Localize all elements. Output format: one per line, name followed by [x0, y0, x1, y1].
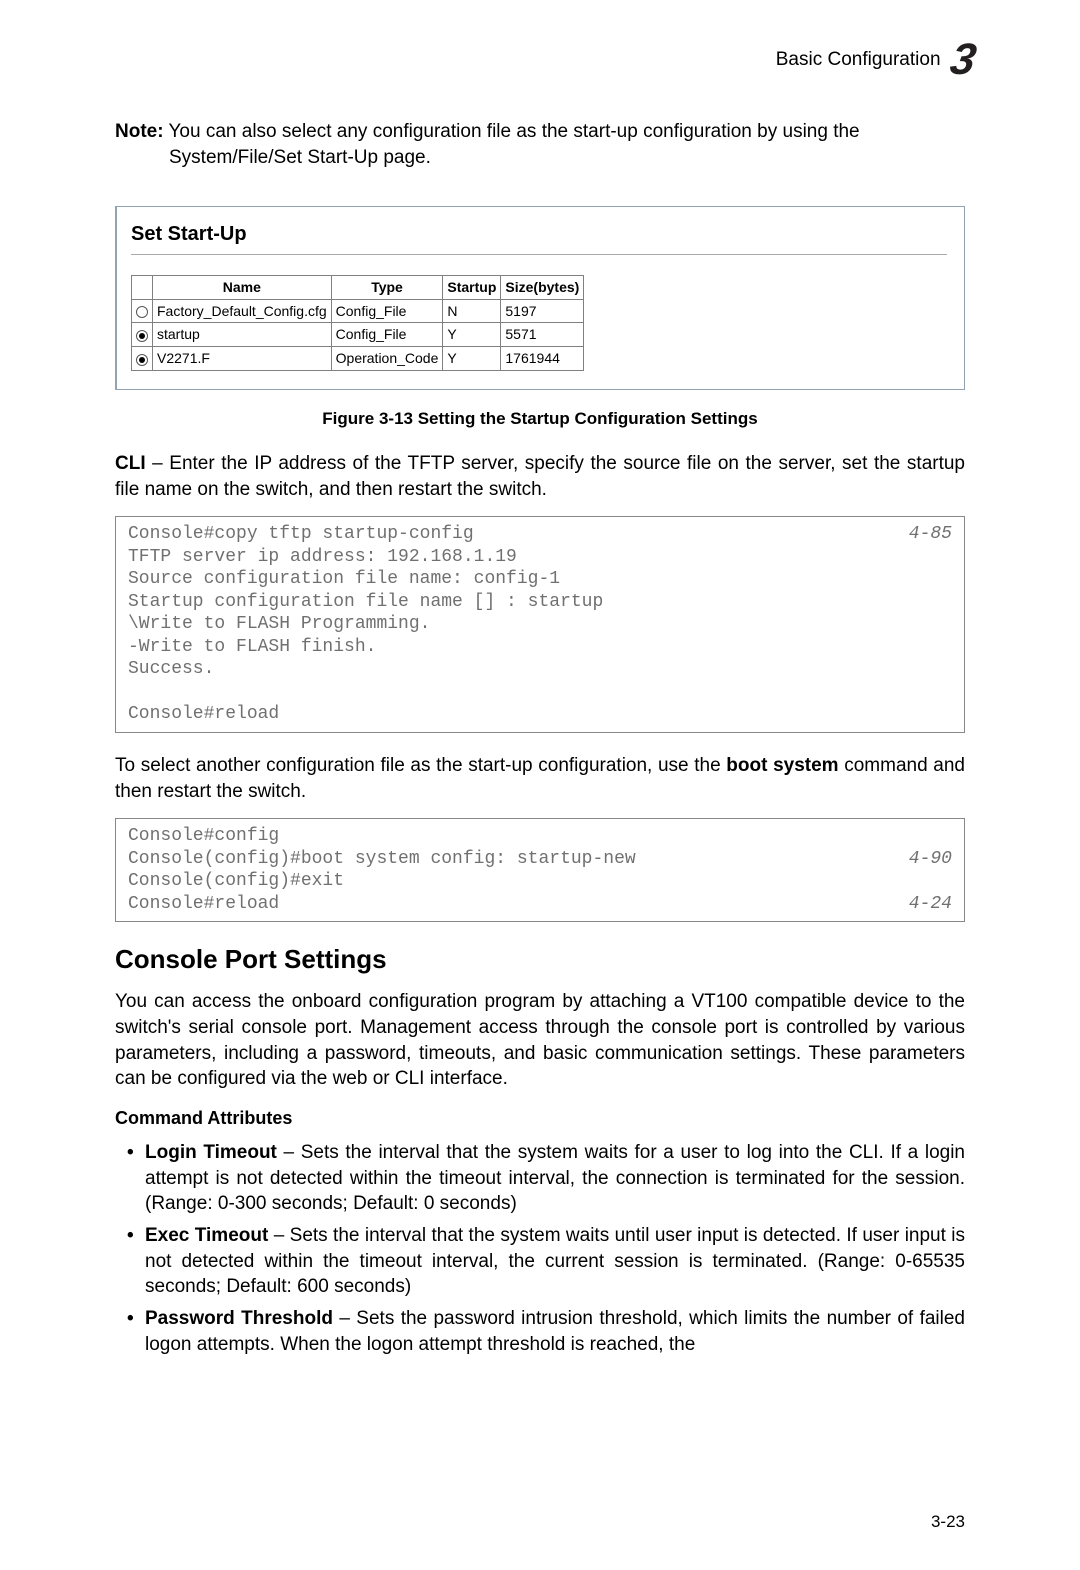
radio-cell[interactable] [132, 323, 153, 347]
cli-text: TFTP server ip address: 192.168.1.19 [128, 546, 517, 569]
startup-table: Name Type Startup Size(bytes) Factory_De… [131, 275, 584, 372]
cli-ref: 4-90 [909, 848, 952, 871]
cli-ref: 4-24 [909, 893, 952, 916]
col-startup: Startup [443, 275, 501, 299]
cli-line: -Write to FLASH finish. [128, 636, 952, 659]
bullet-text: – Sets the interval that the system wait… [145, 1225, 965, 1297]
cli-text: Startup configuration file name [] : sta… [128, 591, 603, 614]
note-paragraph: Note: You can also select any configurat… [115, 119, 965, 170]
para2-pre: To select another configuration file as … [115, 755, 726, 776]
cli-text: Console#reload [128, 703, 279, 726]
cell-size: 5197 [501, 299, 584, 323]
cli-text: Console#copy tftp startup-config [128, 523, 474, 546]
bullet-term: Exec Timeout [145, 1225, 268, 1246]
cli-text: Console#config [128, 825, 279, 848]
note-label: Note: [115, 121, 164, 142]
page-number: 3-23 [931, 1511, 965, 1534]
cli-line: \Write to FLASH Programming. [128, 613, 952, 636]
cli-label: CLI [115, 453, 146, 474]
cli-text: -Write to FLASH finish. [128, 636, 376, 659]
bullet-term: Login Timeout [145, 1142, 277, 1163]
cli-line: Console#reload 4-24 [128, 893, 952, 916]
header-text: Basic Configuration [776, 47, 941, 73]
set-startup-title: Set Start-Up [131, 221, 964, 248]
chapter-badge: 3 [945, 30, 980, 89]
cli-text: \Write to FLASH Programming. [128, 613, 430, 636]
radio-cell[interactable] [132, 299, 153, 323]
cli-line [128, 681, 952, 704]
list-item: Login Timeout – Sets the interval that t… [115, 1140, 965, 1217]
list-item: Exec Timeout – Sets the interval that th… [115, 1223, 965, 1300]
cli-line: Console(config)#boot system config: star… [128, 848, 952, 871]
note-line2: System/File/Set Start-Up page. [169, 145, 965, 171]
col-type: Type [331, 275, 443, 299]
table-row: startupConfig_FileY5571 [132, 323, 584, 347]
cli-box-2: Console#configConsole(config)#boot syste… [115, 818, 965, 922]
cell-size: 1761944 [501, 347, 584, 371]
cli-line: Console#reload [128, 703, 952, 726]
cell-startup: N [443, 299, 501, 323]
set-startup-panel: Set Start-Up Name Type Startup Size(byte… [115, 206, 965, 391]
cell-startup: Y [443, 323, 501, 347]
radio-icon[interactable] [136, 330, 148, 342]
cli-line: Startup configuration file name [] : sta… [128, 591, 952, 614]
cli-line: TFTP server ip address: 192.168.1.19 [128, 546, 952, 569]
cli-text [128, 681, 139, 704]
cli-intro-text: – Enter the IP address of the TFTP serve… [115, 453, 965, 500]
table-row: Factory_Default_Config.cfgConfig_FileN51… [132, 299, 584, 323]
cli-line: Console#config [128, 825, 952, 848]
list-item: Password Threshold – Sets the password i… [115, 1306, 965, 1357]
cli-text: Console(config)#exit [128, 870, 344, 893]
cli-text: Console(config)#boot system config: star… [128, 848, 636, 871]
cell-name: V2271.F [153, 347, 332, 371]
cell-size: 5571 [501, 323, 584, 347]
cli-line: Console#copy tftp startup-config 4-85 [128, 523, 952, 546]
command-attributes-heading: Command Attributes [115, 1106, 965, 1130]
figure-caption: Figure 3-13 Setting the Startup Configur… [115, 408, 965, 431]
bullet-list: Login Timeout – Sets the interval that t… [115, 1140, 965, 1357]
table-header-row: Name Type Startup Size(bytes) [132, 275, 584, 299]
cli-text: Source configuration file name: config-1 [128, 568, 560, 591]
section-para: You can access the onboard configuration… [115, 989, 965, 1092]
para-2: To select another configuration file as … [115, 753, 965, 804]
col-name: Name [153, 275, 332, 299]
bullet-term: Password Threshold [145, 1308, 333, 1329]
cli-text: Console#reload [128, 893, 279, 916]
cell-type: Config_File [331, 323, 443, 347]
col-size: Size(bytes) [501, 275, 584, 299]
cell-type: Operation_Code [331, 347, 443, 371]
cli-line: Source configuration file name: config-1 [128, 568, 952, 591]
cell-startup: Y [443, 347, 501, 371]
radio-icon[interactable] [136, 306, 148, 318]
cell-type: Config_File [331, 299, 443, 323]
cell-name: startup [153, 323, 332, 347]
cli-intro-para: CLI – Enter the IP address of the TFTP s… [115, 451, 965, 502]
cli-line: Success. [128, 658, 952, 681]
cli-line: Console(config)#exit [128, 870, 952, 893]
table-row: V2271.FOperation_CodeY1761944 [132, 347, 584, 371]
radio-cell[interactable] [132, 347, 153, 371]
col-radio [132, 275, 153, 299]
cell-name: Factory_Default_Config.cfg [153, 299, 332, 323]
page-header: Basic Configuration 3 [115, 30, 965, 89]
panel-divider [131, 254, 947, 255]
para2-bold: boot system [726, 755, 838, 776]
section-heading: Console Port Settings [115, 942, 965, 977]
cli-ref: 4-85 [909, 523, 952, 546]
radio-icon[interactable] [136, 354, 148, 366]
cli-box-1: Console#copy tftp startup-config 4-85 TFTP… [115, 516, 965, 733]
cli-text: Success. [128, 658, 214, 681]
note-line1: You can also select any configuration fi… [169, 121, 860, 142]
